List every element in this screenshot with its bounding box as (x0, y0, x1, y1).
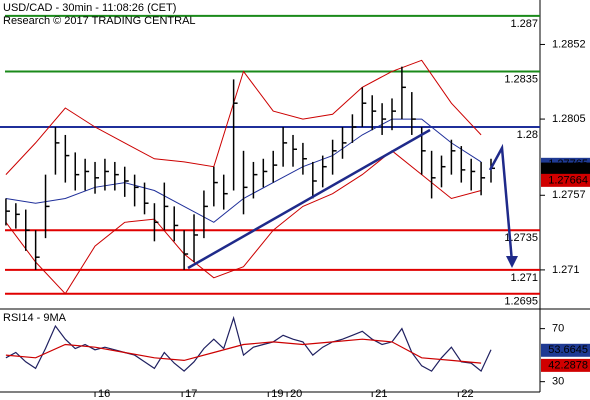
price-box-label: 53.6645 (548, 344, 588, 356)
plot-area: 1.2852 1.2805 1.2757 1.271 1.287 1.2835 1.28 1.… (0, 14, 590, 400)
x-tick-label: 19 (271, 388, 283, 400)
y-tick-label: 1.271 (552, 264, 580, 276)
y-tick-label: 1.2852 (552, 38, 586, 50)
y-tick-label: 30 (552, 376, 564, 388)
price-box-label: 42.2878 (548, 359, 588, 371)
price-box-label: 1.27735 (548, 163, 588, 175)
rsi-title: RSI14 - 9MA (3, 312, 67, 324)
x-tick-label: 17 (185, 388, 197, 400)
chart-title: USD/CAD - 30min - 11:08:26 (CET) (3, 2, 176, 14)
level-label: 1.28 (517, 129, 538, 141)
level-label: 1.2695 (504, 296, 538, 308)
rsi-line (5, 315, 492, 373)
y-tick-label: 1.2805 (552, 113, 586, 125)
y-tick-label: 1.2757 (552, 189, 586, 201)
x-tick-label: 20 (290, 388, 302, 400)
rsi-line (5, 338, 482, 364)
level-label: 1.271 (510, 272, 538, 284)
price-box (541, 162, 590, 176)
price-box-label: 1.27664 (548, 174, 588, 186)
forecast-arrow (488, 143, 514, 263)
level-label: 1.2835 (504, 73, 538, 85)
price-box (541, 173, 590, 187)
level-label: 1.2735 (504, 232, 538, 244)
band-lower (5, 150, 482, 295)
price-box (541, 358, 590, 372)
chart-subtitle: Research © 2017 TRADING CENTRAL (3, 15, 196, 27)
trend-line (187, 128, 431, 270)
x-tick-label: 22 (461, 388, 473, 400)
arrow-head (506, 256, 518, 268)
price-box (541, 343, 590, 357)
x-tick-label: 21 (375, 388, 387, 400)
level-label: 1.287 (510, 18, 538, 30)
y-tick-label: 70 (552, 323, 564, 335)
x-tick-label: 16 (98, 388, 110, 400)
